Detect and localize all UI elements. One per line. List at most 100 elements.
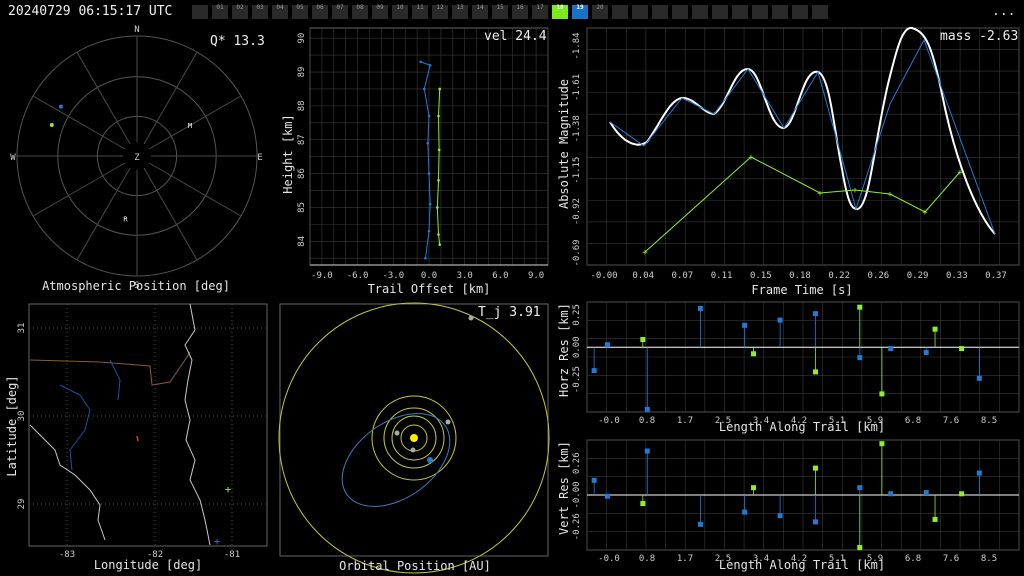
frame-box[interactable]: 11 (412, 4, 428, 19)
frame-box[interactable] (772, 5, 788, 19)
blue-residual-point (644, 448, 650, 454)
frame-box[interactable]: 14 (472, 4, 488, 19)
frame-box[interactable]: 06 (312, 4, 328, 19)
vert-ylabel: Vert Res [km] (557, 441, 571, 535)
blue-point (426, 141, 430, 145)
frame-box[interactable]: 08 (352, 4, 368, 19)
frame-box[interactable] (612, 5, 628, 19)
blue-residual-point (813, 519, 819, 525)
frame-box[interactable]: 09 (372, 4, 388, 19)
y-tick: 30 (17, 411, 27, 422)
x-tick: 1.7 (677, 554, 693, 564)
frame-box[interactable]: 15 (492, 4, 508, 19)
blue-residual-point (857, 485, 863, 491)
planet-orbit (371, 395, 457, 481)
frame-box[interactable]: 02 (232, 4, 248, 19)
blue-residual-point (604, 342, 610, 348)
frame-box[interactable] (692, 5, 708, 19)
vel-stat: vel 24.4 (484, 29, 547, 44)
blue-point (419, 60, 422, 64)
meteor-ground-track (136, 435, 139, 442)
y-tick: -1.61 (572, 74, 582, 101)
x-tick: 8.5 (981, 554, 997, 564)
x-tick: 5.1 (829, 416, 845, 426)
frame-box[interactable] (732, 5, 748, 19)
green-residual-point (640, 501, 646, 507)
vert-res-panel: -0.0 0.8 1.7 2.5 3.4 4.2 5.1 5.9 6.8 7.6 8.5 0.26 -0… (557, 439, 1020, 572)
polar-spoke (143, 167, 198, 261)
frame-box[interactable]: 07 (332, 4, 348, 19)
y-tick: 86 (297, 168, 307, 179)
frame-box[interactable] (792, 5, 808, 19)
x-tick: -0.0 (598, 416, 620, 426)
x-tick: 0.26 (868, 271, 890, 281)
horz-res-plot: -0.0 0.8 1.7 2.5 3.4 4.2 5.1 5.9 6.8 7.6 8.5 0.25 0.… (572, 301, 1020, 426)
compass-label: E (257, 153, 262, 163)
station-marker: R (123, 216, 128, 224)
frame-box[interactable]: 05 (292, 4, 308, 19)
x-tick: 5.9 (867, 554, 883, 564)
frame-box[interactable]: 16 (512, 4, 528, 19)
frame-box[interactable]: 20 (592, 4, 608, 19)
horz-res-panel: -0.0 0.8 1.7 2.5 3.4 4.2 5.1 5.9 6.8 7.6 8.5 0.25 0.… (557, 301, 1020, 434)
green-magnitude-point: + (642, 248, 648, 258)
menu-button[interactable]: ... (992, 4, 1016, 19)
frame-box[interactable]: 04 (272, 4, 288, 19)
compass-label: S (134, 281, 139, 291)
frame-box[interactable]: 19 (572, 4, 588, 19)
frame-label: 12 (436, 4, 444, 11)
x-tick: 0.37 (985, 271, 1007, 281)
x-tick: 4.2 (791, 416, 807, 426)
track-marker (58, 104, 63, 109)
x-tick: 7.6 (943, 554, 959, 564)
frame-box[interactable]: 10 (392, 4, 408, 19)
x-tick: 3.4 (753, 416, 769, 426)
frame-box[interactable] (672, 5, 688, 19)
frame-box[interactable] (652, 5, 668, 19)
x-tick: 5.9 (867, 416, 883, 426)
x-tick: 0.33 (946, 271, 968, 281)
blue-residual-point (923, 490, 929, 496)
x-tick: -83 (59, 550, 75, 560)
polar-spoke (76, 167, 131, 261)
horz-xlabel: Length Along Trail [km] (719, 420, 885, 434)
frame-box[interactable]: 13 (452, 4, 468, 19)
x-tick: 0.22 (828, 271, 850, 281)
green-residual-point (959, 491, 965, 497)
frame-box[interactable]: 03 (252, 4, 268, 19)
x-tick: 3.0 (457, 271, 473, 281)
frame-box[interactable] (632, 5, 648, 19)
polar-plot: N E S W Z M R (10, 25, 262, 291)
x-tick: -0.00 (590, 271, 617, 281)
blue-residual-point (923, 349, 929, 355)
trail-ylabel: Height [km] (281, 114, 295, 193)
frame-box[interactable]: 18 (552, 4, 568, 19)
x-tick: -3.0 (382, 271, 404, 281)
frame-label: 15 (496, 4, 504, 11)
orbit-plot (278, 302, 550, 574)
frame-box[interactable] (812, 5, 828, 19)
planet (394, 430, 400, 436)
x-tick: 0.07 (672, 271, 694, 281)
blue-residual-point (777, 317, 783, 323)
frame-box[interactable] (752, 5, 768, 19)
frame-box[interactable]: 17 (532, 4, 548, 19)
frame-label: 14 (476, 4, 484, 11)
horz-ylabel: Horz Res [km] (557, 303, 571, 397)
x-tick: 0.8 (639, 554, 655, 564)
frame-box[interactable]: 01 (212, 4, 228, 19)
state-border (29, 351, 191, 386)
y-tick: -0.92 (572, 198, 582, 225)
y-tick: 31 (17, 323, 27, 334)
x-tick: -0.0 (598, 554, 620, 564)
frame-box[interactable] (712, 5, 728, 19)
green-point (437, 233, 440, 236)
x-tick: -81 (224, 550, 240, 560)
y-tick: 89 (297, 67, 307, 78)
frame-box[interactable] (192, 5, 208, 19)
frame-box[interactable]: 12 (432, 4, 448, 19)
green-point (438, 243, 442, 246)
coastline (184, 303, 211, 546)
station-marker: M (188, 122, 192, 130)
magnitude-ylabel: Absolute Magnitude (557, 79, 571, 209)
